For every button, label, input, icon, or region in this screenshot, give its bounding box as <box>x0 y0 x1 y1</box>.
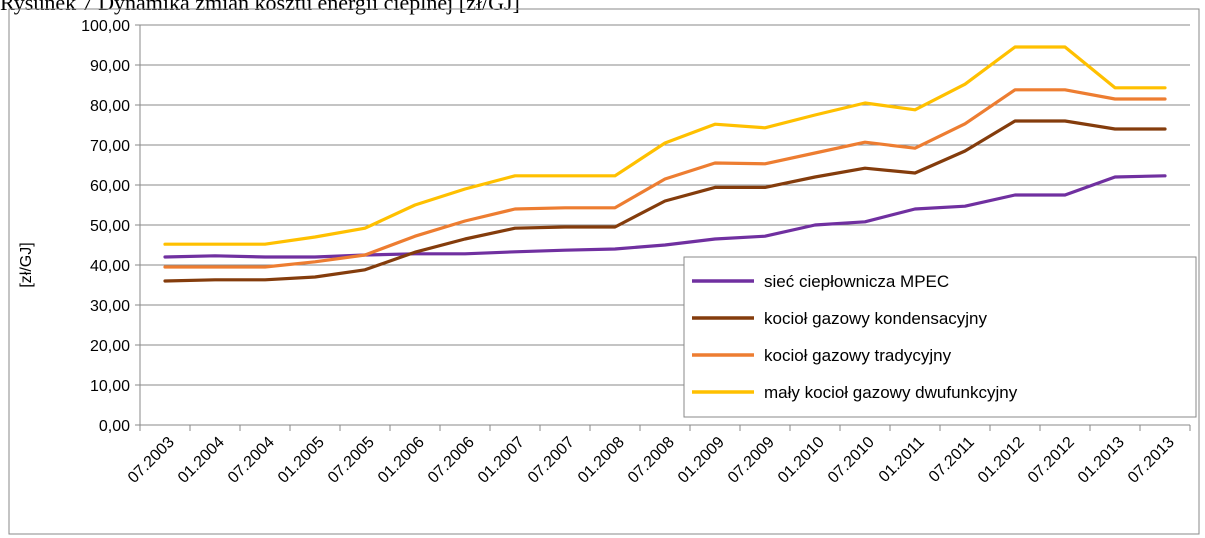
legend: sieć ciepłownicza MPEC kocioł gazowy kond… <box>683 256 1197 418</box>
x-tick-label: 01.2006 <box>375 434 428 487</box>
x-tick-label: 01.2012 <box>975 434 1028 487</box>
y-tick-label: 90,00 <box>90 58 130 75</box>
x-tick-label: 01.2008 <box>575 434 628 487</box>
x-tick-label: 07.2011 <box>926 434 978 486</box>
x-tick-label: 01.2004 <box>175 434 228 487</box>
y-tick-label: 30,00 <box>90 298 130 315</box>
y-tick-label: 20,00 <box>90 338 130 355</box>
series-line-3 <box>163 88 1167 269</box>
x-tick-label: 01.2011 <box>876 434 928 486</box>
x-axis: 07.200301.200407.200401.200507.200501.20… <box>125 424 1191 487</box>
chart-frame <box>8 8 1200 535</box>
legend-label-1: sieć ciepłownicza MPEC <box>764 272 949 291</box>
legend-box <box>683 256 1197 418</box>
x-tick-label: 07.2012 <box>1025 434 1078 487</box>
y-axis-label: [zł/GJ] <box>18 242 35 287</box>
legend-label-2: kocioł gazowy kondensacyjny <box>764 309 988 328</box>
gridlines <box>140 24 1190 386</box>
x-tick-label: 01.2010 <box>775 434 828 487</box>
legend-label-4: mały kocioł gazowy dwufunkcyjny <box>764 383 1018 402</box>
x-tick-label: 01.2013 <box>1075 434 1128 487</box>
series-line-1 <box>163 174 1167 259</box>
y-axis: 0,00 10,00 20,00 30,00 40,00 50,00 60,00 70,00 8… <box>81 18 141 435</box>
legend-label-3: kocioł gazowy tradycyjny <box>764 346 952 365</box>
x-tick-label: 07.2005 <box>325 434 378 487</box>
y-tick-label: 70,00 <box>90 138 130 155</box>
x-tick-label: 07.2009 <box>725 434 778 487</box>
y-tick-label: 50,00 <box>90 218 130 235</box>
x-tick-label: 01.2007 <box>475 434 528 487</box>
y-tick-label: 40,00 <box>90 258 130 275</box>
series-lines <box>163 45 1167 283</box>
x-tick-label: 07.2008 <box>625 434 678 487</box>
x-tick-label: 01.2009 <box>675 434 728 487</box>
x-tick-label: 07.2007 <box>525 434 578 487</box>
y-tick-label: 10,00 <box>90 378 130 395</box>
x-tick-label: 07.2003 <box>125 434 178 487</box>
y-tick-label: 0,00 <box>99 418 130 435</box>
x-tick-label: 07.2004 <box>225 434 278 487</box>
x-tick-label: 07.2013 <box>1125 434 1178 487</box>
series-line-2 <box>163 119 1167 283</box>
x-tick-label: 01.2005 <box>275 434 328 487</box>
series-line-4 <box>163 45 1167 246</box>
x-tick-label: 07.2010 <box>825 434 878 487</box>
figure-caption: Rysunek 7 Dynamika zmian kosztu energii … <box>0 0 520 15</box>
y-tick-label: 80,00 <box>90 98 130 115</box>
x-tick-label: 07.2006 <box>425 434 478 487</box>
y-tick-label: 60,00 <box>90 178 130 195</box>
y-tick-label: 100,00 <box>81 18 130 35</box>
